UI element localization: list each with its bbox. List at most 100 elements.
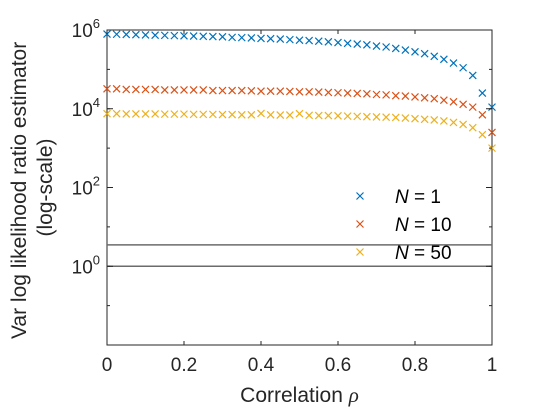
data-point bbox=[305, 111, 314, 120]
y-tick-label: 100 bbox=[72, 252, 100, 278]
data-point bbox=[295, 109, 304, 118]
data-point bbox=[228, 33, 237, 42]
data-point bbox=[305, 87, 314, 96]
data-point bbox=[430, 116, 439, 124]
data-point bbox=[459, 63, 468, 72]
data-point bbox=[391, 44, 400, 53]
data-point bbox=[257, 109, 265, 118]
data-point bbox=[439, 55, 448, 64]
data-point bbox=[295, 36, 304, 45]
data-point bbox=[334, 111, 342, 120]
data-point bbox=[420, 93, 429, 102]
data-point bbox=[314, 111, 323, 120]
data-point bbox=[449, 59, 458, 67]
data-point bbox=[401, 114, 410, 122]
legend-label: N = 10 bbox=[395, 215, 452, 236]
data-point bbox=[180, 31, 188, 40]
x-axis-label: Correlation ρ bbox=[240, 383, 359, 407]
data-point bbox=[459, 100, 468, 109]
plot-area: 0 0.2 0.4 0.6 0.8 1 100 102 104 106 bbox=[72, 16, 498, 376]
data-point bbox=[208, 110, 217, 119]
data-point bbox=[334, 38, 342, 47]
data-point bbox=[382, 90, 391, 99]
data-point bbox=[218, 110, 227, 119]
data-point bbox=[372, 42, 381, 51]
data-point bbox=[122, 30, 131, 39]
data-point bbox=[488, 128, 496, 137]
data-point bbox=[439, 117, 448, 125]
legend-item-n-50: N = 50 bbox=[356, 243, 452, 264]
data-point bbox=[391, 113, 400, 122]
data-point bbox=[391, 91, 400, 100]
data-point bbox=[103, 30, 111, 38]
data-point bbox=[122, 85, 131, 94]
data-point bbox=[401, 92, 410, 100]
data-point bbox=[160, 31, 169, 40]
x-tick-label: 0.8 bbox=[402, 355, 428, 376]
data-point bbox=[170, 31, 179, 40]
data-point bbox=[247, 86, 256, 95]
legend-item-n-1: N = 1 bbox=[356, 187, 441, 208]
data-point bbox=[112, 109, 121, 118]
series-n-1 bbox=[103, 30, 496, 112]
data-point bbox=[218, 86, 227, 95]
y-axis-label: Var log likelihood ratio estimator (log-… bbox=[8, 36, 57, 339]
horizontal-lines bbox=[107, 244, 492, 267]
data-point bbox=[228, 110, 237, 119]
y-tick-label: 106 bbox=[72, 16, 100, 42]
data-point bbox=[353, 112, 362, 121]
data-point bbox=[411, 114, 419, 123]
data-point bbox=[276, 111, 285, 120]
x-ticks: 0 0.2 0.4 0.6 0.8 1 bbox=[102, 30, 498, 376]
legend-label: N = 1 bbox=[395, 187, 441, 208]
legend-label: N = 50 bbox=[395, 243, 452, 264]
data-point bbox=[285, 111, 294, 120]
data-point bbox=[468, 71, 477, 80]
legend-marker bbox=[356, 220, 364, 228]
data-point bbox=[362, 40, 371, 49]
data-point bbox=[218, 32, 227, 41]
data-point bbox=[131, 109, 140, 118]
data-point bbox=[372, 113, 381, 121]
data-point bbox=[459, 120, 468, 129]
data-point bbox=[247, 110, 256, 119]
data-point bbox=[382, 113, 391, 122]
data-point bbox=[285, 87, 294, 96]
data-point bbox=[372, 90, 381, 99]
data-point bbox=[334, 88, 342, 97]
data-point bbox=[199, 86, 208, 94]
data-point bbox=[411, 92, 419, 101]
data-point bbox=[401, 46, 410, 54]
data-point bbox=[122, 109, 131, 118]
data-point bbox=[468, 123, 477, 132]
data-point bbox=[478, 110, 487, 119]
x-tick-label: 0.2 bbox=[171, 355, 197, 376]
data-point bbox=[247, 33, 256, 42]
data-point bbox=[449, 97, 458, 106]
data-point bbox=[103, 109, 111, 118]
data-point bbox=[237, 33, 246, 42]
y-tick-label: 102 bbox=[72, 174, 100, 200]
data-point bbox=[151, 109, 160, 118]
data-point bbox=[276, 87, 285, 96]
data-point bbox=[382, 43, 391, 51]
data-point bbox=[362, 89, 371, 98]
data-point bbox=[430, 52, 439, 61]
data-point bbox=[208, 86, 217, 95]
data-point bbox=[180, 110, 188, 119]
data-point bbox=[199, 32, 208, 41]
data-point bbox=[131, 85, 140, 94]
data-point bbox=[208, 32, 217, 41]
plot-frame bbox=[106, 29, 493, 346]
data-point bbox=[420, 49, 429, 58]
data-point bbox=[199, 110, 208, 119]
legend-item-n-10: N = 10 bbox=[356, 215, 452, 236]
data-point bbox=[324, 88, 333, 97]
legend: N = 1 N = 10 N = 50 bbox=[356, 187, 452, 264]
data-point bbox=[324, 37, 333, 46]
data-point bbox=[266, 87, 275, 96]
data-point bbox=[324, 111, 333, 120]
x-tick-label: 1 bbox=[487, 355, 498, 376]
data-point bbox=[151, 85, 160, 94]
